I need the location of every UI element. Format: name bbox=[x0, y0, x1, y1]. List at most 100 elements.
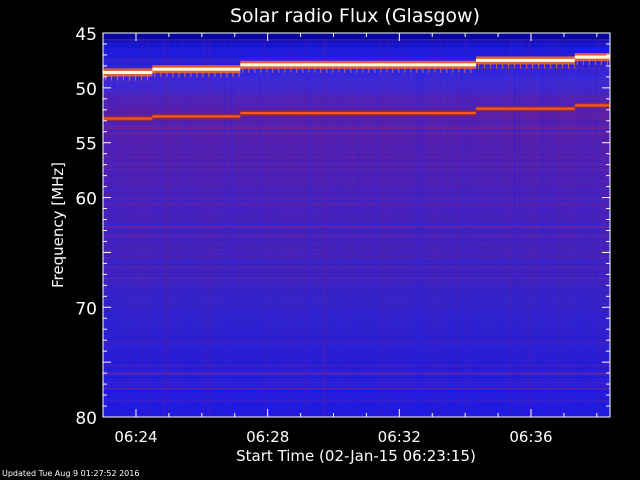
texture-striation bbox=[607, 33, 609, 417]
texture-streak bbox=[103, 195, 610, 197]
texture-streak bbox=[103, 252, 610, 254]
x-tick-label: 06:24 bbox=[114, 428, 157, 446]
texture-streak bbox=[103, 170, 610, 172]
band-spike bbox=[117, 75, 118, 81]
band-spike bbox=[544, 63, 546, 69]
texture-streak bbox=[103, 236, 610, 238]
texture-streak bbox=[103, 207, 610, 209]
band-spike bbox=[484, 63, 486, 69]
texture-striation bbox=[103, 33, 105, 417]
texture-striation bbox=[379, 33, 381, 417]
texture-striation bbox=[358, 33, 360, 417]
texture-streak bbox=[103, 278, 610, 280]
texture-striation bbox=[446, 33, 448, 417]
texture-streak bbox=[103, 123, 610, 125]
x-axis: 06:24 06:28 06:32 06:36 bbox=[102, 33, 598, 446]
texture-striation bbox=[416, 33, 418, 417]
texture-striation bbox=[253, 33, 255, 417]
texture-streak bbox=[103, 373, 610, 375]
y-tick-label: 55 bbox=[75, 135, 97, 155]
band-spike bbox=[238, 72, 240, 78]
band-spike bbox=[582, 60, 584, 66]
texture-streak bbox=[103, 131, 610, 132]
band-spike bbox=[490, 63, 492, 69]
texture-striation bbox=[562, 33, 564, 417]
band-secondary-segment bbox=[103, 117, 153, 120]
texture-striation bbox=[224, 33, 226, 417]
texture-streak bbox=[103, 169, 610, 171]
texture-streak bbox=[103, 297, 610, 299]
band-spike bbox=[344, 67, 346, 73]
band-secondary-segment bbox=[476, 107, 575, 110]
texture-striation bbox=[529, 33, 531, 417]
texture-striation bbox=[362, 33, 363, 417]
band-spike bbox=[254, 67, 256, 73]
band-spike bbox=[374, 67, 376, 73]
texture-striation bbox=[147, 33, 149, 417]
texture-striation bbox=[230, 33, 232, 417]
band-spike bbox=[562, 63, 564, 69]
band-spike bbox=[296, 67, 298, 73]
band-spike bbox=[135, 75, 136, 81]
band-spike bbox=[214, 72, 216, 78]
texture-striation bbox=[114, 33, 116, 417]
band-spike bbox=[588, 60, 590, 66]
y-tick-label: 45 bbox=[75, 25, 97, 45]
band-spike bbox=[550, 63, 552, 69]
band-spike bbox=[526, 63, 528, 69]
texture-streak bbox=[103, 308, 610, 310]
texture-striation bbox=[542, 33, 544, 417]
band-spike bbox=[178, 72, 180, 78]
texture-striation bbox=[529, 33, 530, 417]
texture-striation bbox=[466, 33, 467, 417]
band-bright-segment bbox=[152, 67, 241, 71]
band-spike bbox=[147, 75, 148, 81]
texture-streak bbox=[103, 401, 610, 403]
band-secondary-segment bbox=[574, 104, 610, 107]
texture-striation bbox=[125, 33, 127, 417]
texture-streak bbox=[103, 115, 610, 117]
texture-striation bbox=[541, 33, 543, 417]
band-spike bbox=[338, 67, 340, 73]
plot-frame bbox=[102, 32, 611, 418]
texture-striation bbox=[497, 33, 499, 417]
texture-striation bbox=[413, 33, 415, 417]
band-spike bbox=[266, 67, 268, 73]
texture-striation bbox=[607, 33, 609, 417]
texture-striation bbox=[584, 33, 585, 417]
texture-striation bbox=[108, 33, 110, 417]
texture-striation bbox=[586, 33, 588, 417]
band-spike bbox=[129, 75, 130, 81]
texture-striation bbox=[461, 33, 463, 417]
texture-striation bbox=[397, 33, 398, 417]
texture-striation bbox=[307, 33, 309, 417]
texture-striation bbox=[304, 33, 306, 417]
texture-striation bbox=[164, 33, 166, 417]
texture-streak bbox=[103, 372, 610, 374]
texture-streak bbox=[103, 306, 610, 308]
band-secondary-segment bbox=[240, 112, 477, 115]
texture-streak bbox=[103, 39, 610, 41]
band-spike bbox=[196, 72, 198, 78]
texture-streak bbox=[103, 344, 610, 346]
texture-striation bbox=[407, 33, 409, 417]
band-secondary-segment bbox=[152, 115, 241, 118]
texture-striation bbox=[388, 33, 390, 417]
texture-striation bbox=[464, 33, 466, 417]
y-tick-label: 50 bbox=[75, 80, 97, 100]
texture-striation bbox=[309, 33, 311, 417]
band-spike bbox=[308, 67, 310, 73]
texture-striation bbox=[346, 33, 348, 417]
texture-striation bbox=[414, 33, 415, 417]
updated-timestamp: Updated Tue Aug 9 01:27:52 2016 bbox=[2, 469, 140, 478]
texture-striation bbox=[113, 33, 115, 417]
texture-striation bbox=[297, 33, 299, 417]
texture-striation bbox=[375, 33, 377, 417]
texture-striation bbox=[163, 33, 164, 417]
texture-striation bbox=[264, 33, 266, 417]
y-axis: 45 50 55 60 70 80 bbox=[75, 25, 610, 429]
band-spike bbox=[514, 63, 516, 69]
texture-striation bbox=[210, 33, 212, 417]
texture-striation bbox=[477, 33, 479, 417]
